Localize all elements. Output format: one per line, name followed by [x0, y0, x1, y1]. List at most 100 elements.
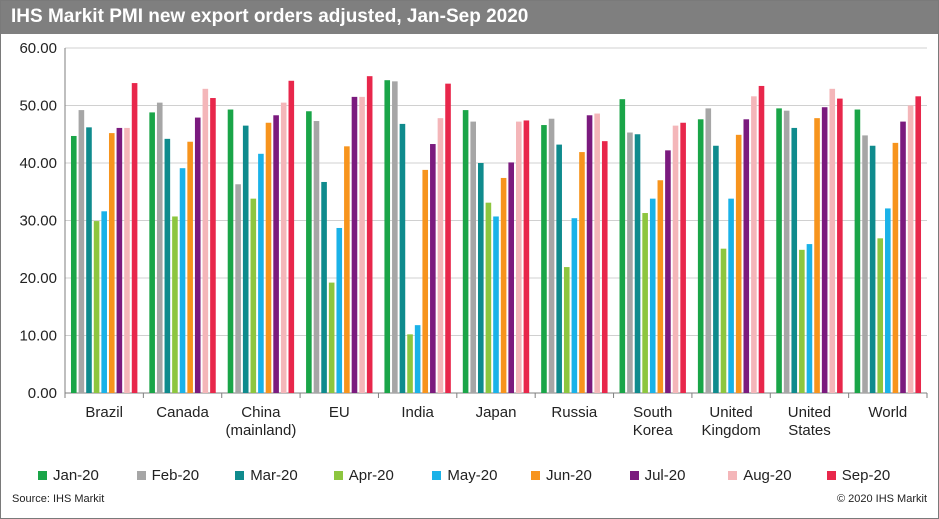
- bar: [915, 96, 922, 394]
- bar: [172, 216, 178, 393]
- bar: [242, 125, 249, 393]
- x-tick-label: EU: [329, 404, 350, 421]
- x-tick-label: India: [401, 404, 434, 421]
- legend-item: Feb-20: [136, 465, 200, 485]
- legend-label: Aug-20: [743, 466, 792, 484]
- bar: [86, 127, 92, 393]
- legend-item: Jun-20: [531, 465, 592, 485]
- bar: [273, 115, 279, 394]
- bar: [336, 227, 343, 393]
- bar: [862, 135, 868, 393]
- legend-swatch: [531, 470, 540, 480]
- y-tick-label: 40.00: [19, 155, 57, 172]
- legend-swatch: [235, 470, 245, 480]
- bar: [131, 83, 138, 393]
- legend-label: Feb-20: [151, 466, 200, 484]
- chart-title: IHS Markit PMI new export orders adjuste…: [11, 6, 529, 27]
- bar: [854, 109, 861, 394]
- bar: [414, 325, 421, 393]
- bar: [194, 117, 201, 393]
- bar: [500, 177, 507, 393]
- bar: [462, 110, 469, 393]
- bar: [563, 267, 570, 393]
- bar: [627, 132, 633, 393]
- legend-swatch: [333, 470, 343, 480]
- legend-label: Sep-20: [841, 466, 891, 484]
- legend-label: May-20: [447, 466, 498, 484]
- bar: [814, 118, 820, 394]
- x-tick-label: Russia: [551, 404, 598, 421]
- bar: [93, 221, 100, 393]
- x-tick-label: States: [788, 422, 831, 439]
- bar: [179, 168, 186, 393]
- x-tick-label: United: [788, 404, 831, 421]
- bar: [665, 150, 671, 393]
- legend-swatch: [728, 470, 738, 480]
- bar: [437, 118, 444, 394]
- bar: [697, 119, 704, 394]
- legend-item: Aug-20: [728, 465, 792, 485]
- legend-swatch: [38, 470, 47, 480]
- bar: [493, 216, 499, 393]
- x-tick-label: Kingdom: [701, 422, 760, 439]
- legend: Jan-20 Feb-20 Mar-20 Apr-20 May-20 Jun-20 Jul-…: [38, 465, 918, 485]
- bar: [743, 119, 750, 394]
- bar: [328, 282, 335, 393]
- y-tick-label: 0.00: [28, 385, 57, 402]
- bar: [164, 138, 171, 393]
- bar: [445, 83, 451, 394]
- y-tick-label: 60.00: [19, 40, 57, 57]
- legend-swatch: [826, 470, 836, 480]
- bar: [821, 107, 828, 393]
- bar: [250, 198, 257, 393]
- bar: [680, 122, 686, 393]
- bar: [101, 211, 107, 393]
- bar: [78, 110, 85, 393]
- legend-swatch: [136, 470, 146, 480]
- bar: [806, 244, 813, 393]
- bar: [642, 213, 648, 393]
- y-tick-label: 10.00: [19, 328, 57, 345]
- bar: [735, 134, 742, 393]
- bar: [508, 162, 514, 393]
- bar: [407, 334, 413, 393]
- x-tick-label: World: [868, 404, 907, 421]
- bar: [728, 198, 734, 393]
- bar: [478, 163, 484, 393]
- bar: [556, 144, 562, 393]
- bar: [288, 80, 295, 394]
- x-tick-label: Korea: [633, 422, 674, 439]
- bar: [601, 141, 608, 393]
- bar: [548, 118, 555, 393]
- x-tick-label: Brazil: [85, 404, 123, 421]
- bar: [619, 99, 626, 394]
- bar: [108, 133, 115, 393]
- bar: [751, 96, 757, 394]
- bar: [705, 108, 712, 393]
- bar: [422, 169, 429, 393]
- bar: [885, 208, 891, 393]
- x-tick-label: United: [709, 404, 752, 421]
- bar: [280, 102, 287, 393]
- bar: [258, 153, 264, 393]
- bar: [900, 121, 906, 393]
- y-tick-label: 20.00: [19, 270, 57, 287]
- legend-item: Jul-20: [629, 465, 685, 485]
- bar: [869, 145, 876, 393]
- x-tick-label: China: [241, 404, 281, 421]
- bar: [344, 146, 350, 393]
- bar: [579, 152, 585, 393]
- x-tick-label: (mainland): [225, 422, 296, 439]
- bar: [877, 238, 884, 393]
- bar: [70, 135, 77, 393]
- bar: [713, 145, 719, 393]
- bar: [470, 121, 476, 393]
- bar: [907, 105, 914, 393]
- legend-item: Jan-20: [38, 465, 99, 485]
- bar: [384, 80, 391, 393]
- y-tick-label: 30.00: [19, 213, 57, 230]
- legend-item: Apr-20: [333, 465, 394, 485]
- bar: [306, 111, 312, 393]
- bar: [392, 81, 398, 393]
